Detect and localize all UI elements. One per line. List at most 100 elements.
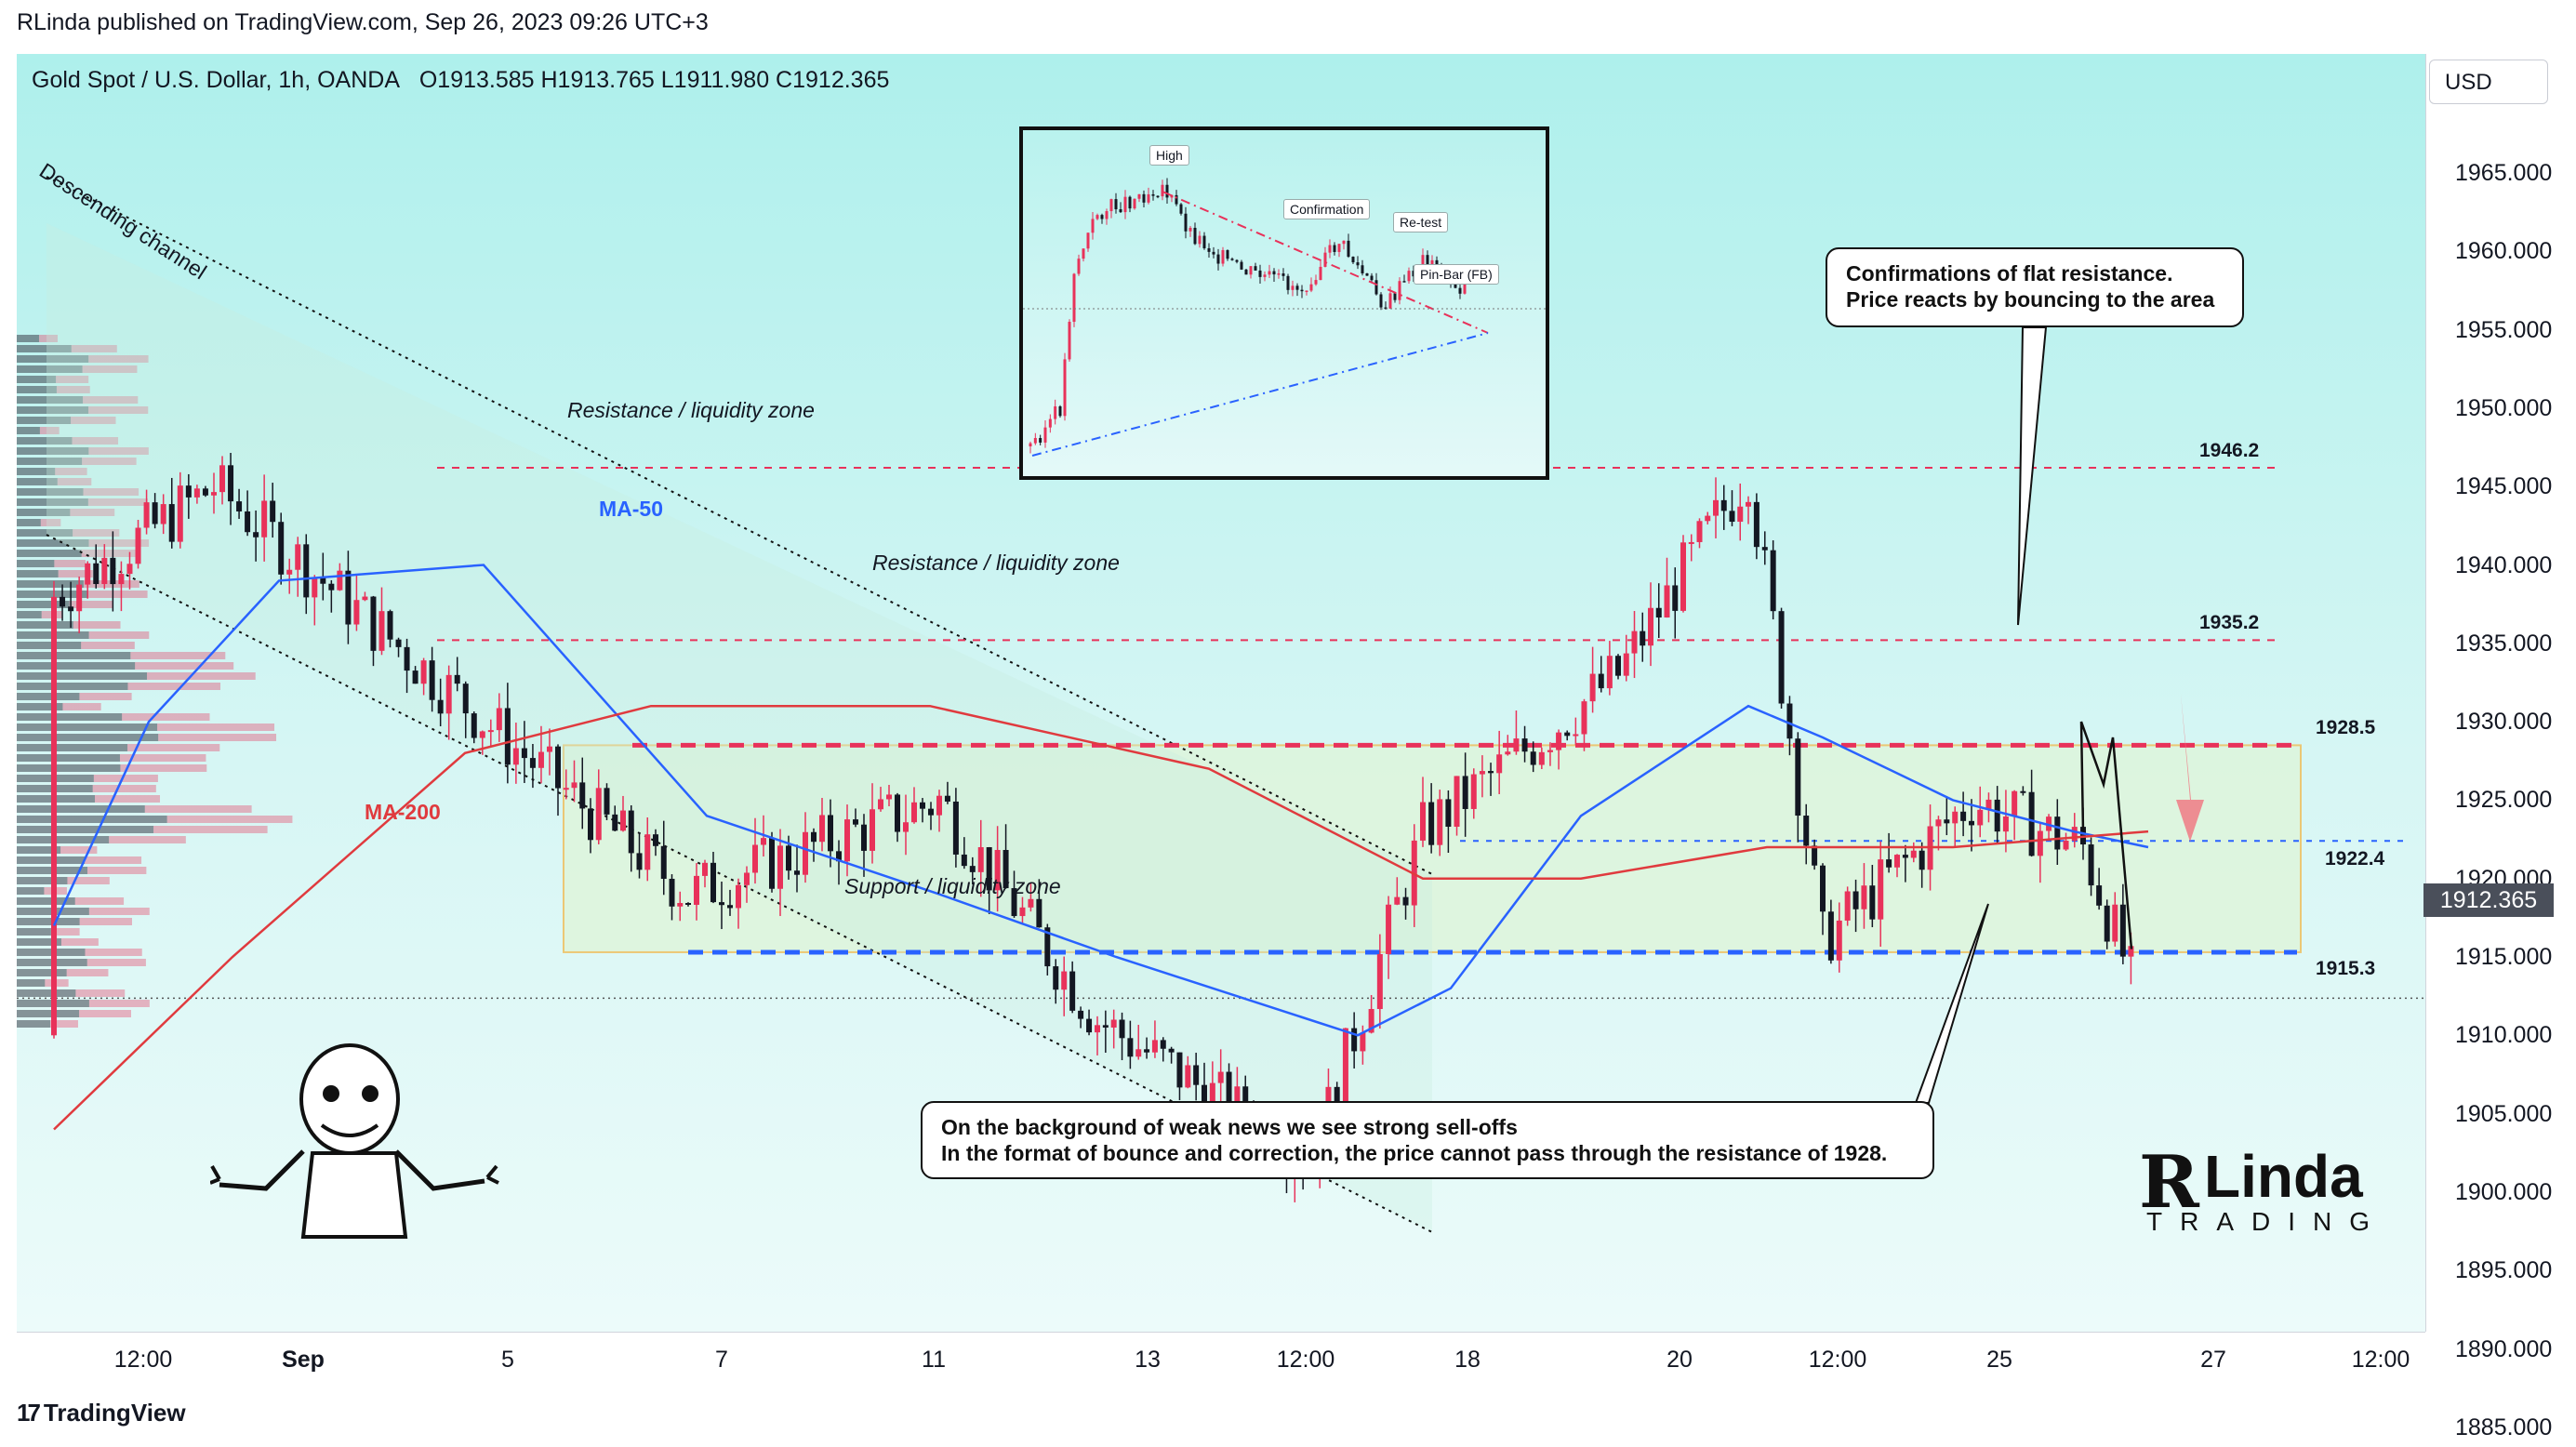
channel-upper-line (46, 176, 1433, 875)
inset-candle-body (1226, 249, 1229, 259)
currency-selector[interactable]: USD (2429, 60, 2548, 104)
candle-body (911, 802, 917, 823)
inset-candle-body (1128, 196, 1132, 209)
projection-path (2079, 721, 2133, 949)
candle-body (1095, 1025, 1100, 1033)
tradingview-brand[interactable]: 17 TradingView (17, 1399, 186, 1427)
candle-body (1078, 1010, 1084, 1019)
candle-body (2096, 885, 2103, 906)
inset-candle-body (1407, 271, 1411, 282)
volume-profile-bar (17, 570, 59, 577)
resistance-zone-label-upper: Resistance / liquidity zone (567, 398, 815, 422)
candle-body (1488, 771, 1494, 774)
volume-profile-bar (62, 703, 101, 710)
inset-candle-body (1137, 193, 1141, 199)
inset-candle-body (1068, 322, 1071, 360)
volume-profile-bar (88, 406, 149, 414)
inset-chart (1023, 178, 1546, 457)
inset-candle-body (1119, 209, 1122, 213)
volume-profile-bar (81, 642, 135, 649)
inset-candle-body (1179, 204, 1183, 214)
candle-body (1664, 585, 1670, 618)
candle-body (312, 577, 318, 598)
inset-candle-body (1374, 280, 1378, 295)
inset-candle-body (1212, 251, 1215, 255)
candle-body (1720, 499, 1727, 511)
candle-body (1969, 820, 1974, 826)
candle-body (2112, 904, 2118, 942)
volume-profile-bar (17, 724, 158, 731)
volume-profile-bar (17, 376, 57, 383)
volume-profile-bar (17, 621, 73, 629)
time-axis[interactable] (17, 1332, 2425, 1388)
candle-body (844, 819, 850, 862)
candle-body (644, 834, 651, 870)
inset-candle-body (1463, 283, 1467, 294)
volume-profile-bar (130, 652, 226, 659)
volume-profile-bar (71, 417, 116, 424)
volume-profile-bar (17, 856, 86, 864)
candle-body (1160, 1040, 1166, 1049)
candle-body (76, 584, 83, 612)
candle-body (219, 465, 226, 493)
candle-body (101, 557, 108, 585)
candle-body (1226, 1071, 1232, 1124)
volume-profile-bar (17, 713, 123, 721)
inset-candle-body (1361, 265, 1364, 273)
volume-profile-bar (73, 621, 121, 629)
volume-profile-bar (17, 488, 84, 496)
price-axis[interactable] (2425, 54, 2566, 1332)
volume-profile-bar (17, 836, 110, 843)
candle-body (828, 815, 833, 852)
candle-body (1386, 904, 1392, 954)
candle-body (2088, 844, 2094, 886)
volume-profile-bar (79, 918, 132, 925)
rlinda-trading-logo: R Linda TRADING (2139, 1140, 2381, 1239)
tradingview-text: TradingView (43, 1399, 186, 1427)
inset-candle-body (1272, 271, 1276, 275)
volume-profile-bar (60, 846, 98, 854)
y-tick-label: 1960.000 (2455, 238, 2553, 265)
volume-profile-bar (81, 550, 136, 557)
inset-candle-body (1421, 255, 1425, 269)
candle-body (744, 872, 750, 885)
last-price-tag: 1912.365 (2423, 883, 2554, 917)
inset-candle-body (1286, 275, 1290, 290)
candle-body (286, 569, 293, 575)
candle-body (454, 674, 460, 684)
volume-profile-bar (50, 928, 80, 936)
volume-profile-bar (17, 345, 72, 352)
volume-profile-bar (17, 498, 88, 506)
volume-profile-bar (70, 509, 115, 516)
range-zone (563, 744, 2302, 953)
candle-body (1437, 799, 1443, 845)
symbol-title: Gold Spot / U.S. Dollar, 1h, OANDA (32, 67, 400, 93)
candle-body (1640, 631, 1646, 646)
candle-body (694, 875, 699, 905)
candle-body (202, 488, 208, 496)
inset-candle-body (1091, 219, 1095, 233)
channel-lower-line (46, 534, 1433, 1233)
x-tick-label: 25 (1986, 1347, 2012, 1373)
volume-profile-bar (144, 805, 252, 813)
candle-body (969, 866, 976, 872)
x-tick-label: 13 (1135, 1347, 1161, 1373)
candle-body (702, 862, 708, 876)
candle-body (1827, 911, 1834, 961)
candle-body (1852, 891, 1859, 909)
candle-body (1786, 703, 1793, 739)
candle-body (1623, 653, 1629, 676)
level-label: 1915.3 (2316, 957, 2376, 979)
volume-profile-bar (71, 345, 117, 352)
volume-profile-bar (17, 703, 63, 710)
candle-body (836, 851, 842, 862)
inset-candle-body (1351, 257, 1355, 263)
volume-profile-bar (17, 1020, 50, 1028)
inset-candle-body (1054, 406, 1057, 419)
candle-body (1812, 845, 1818, 866)
candle-body (353, 600, 360, 625)
candle-body (126, 564, 133, 575)
x-tick-label: 12:00 (1808, 1347, 1867, 1373)
candle-body (1737, 506, 1744, 523)
candle-body (1185, 1065, 1191, 1088)
